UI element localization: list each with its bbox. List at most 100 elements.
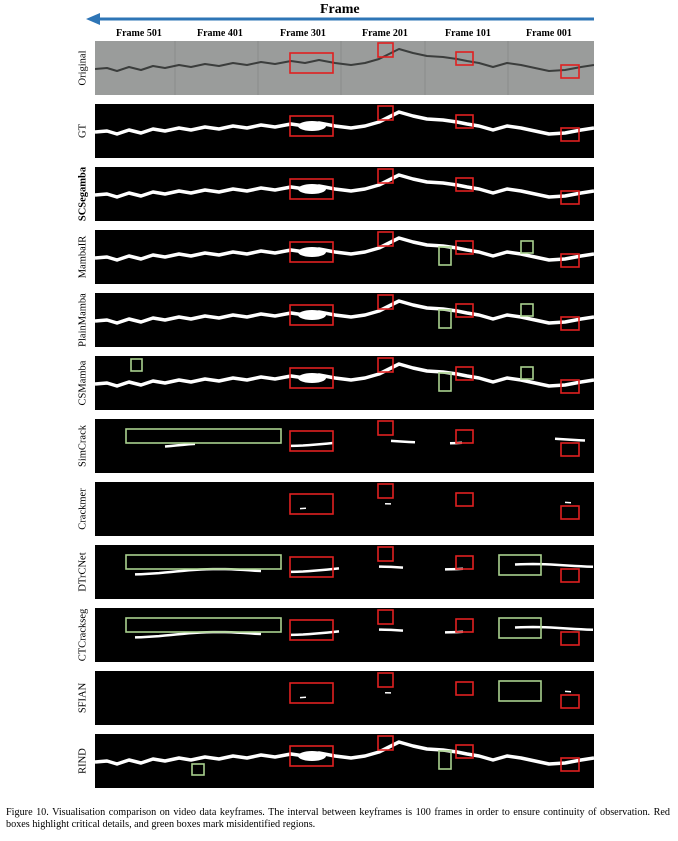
red-highlight-box: [289, 745, 334, 767]
method-name: Original: [77, 50, 89, 86]
green-misidentified-box: [191, 763, 205, 776]
crack-blob: [298, 310, 326, 320]
row-label: Crackmer: [73, 482, 93, 536]
segmentation-mask-strip: [95, 419, 594, 473]
red-highlight-box: [560, 757, 580, 772]
segmentation-mask-strip: [95, 104, 594, 158]
crack-blob: [298, 121, 326, 131]
method-name: CTCrackseg: [77, 608, 89, 662]
red-highlight-box: [377, 420, 394, 436]
green-misidentified-box: [438, 372, 452, 392]
red-highlight-box: [560, 127, 580, 142]
red-highlight-box: [377, 231, 394, 247]
frame-axis: Frame Frame 501 Frame 401 Frame 301 Fram…: [0, 0, 678, 44]
red-highlight-box: [455, 744, 474, 759]
comparison-row: Original: [78, 41, 594, 95]
crack-fragment: [164, 442, 196, 448]
comparison-row: PlainMamba: [78, 293, 594, 347]
frame-label: Frame 401: [197, 28, 243, 39]
crack-fragment: [554, 437, 586, 442]
red-highlight-box: [289, 556, 334, 578]
green-misidentified-box: [125, 428, 282, 444]
red-highlight-box: [289, 304, 334, 326]
method-name: Crackmer: [77, 488, 89, 530]
red-highlight-box: [455, 492, 474, 507]
panel-background: [95, 41, 594, 95]
crack-blob: [298, 751, 326, 761]
red-highlight-box: [289, 367, 334, 389]
red-highlight-box: [455, 618, 474, 633]
comparison-row: CTCrackseg: [78, 608, 594, 662]
crack-blob: [298, 373, 326, 383]
axis-title: Frame: [320, 2, 360, 17]
panel-background: [95, 671, 594, 725]
panel-background: [95, 104, 594, 158]
crack-trace: [95, 299, 594, 325]
red-highlight-box: [289, 115, 334, 137]
green-misidentified-box: [438, 750, 452, 770]
row-label: GT: [73, 104, 93, 158]
red-highlight-box: [560, 64, 580, 79]
frame-direction-arrow-icon: [86, 13, 594, 25]
row-label: SimCrack: [73, 419, 93, 473]
red-highlight-box: [455, 555, 474, 570]
red-highlight-box: [289, 430, 334, 452]
comparison-row: MambaIR: [78, 230, 594, 284]
comparison-row: Crackmer: [78, 482, 594, 536]
method-name: CSMamba: [77, 360, 89, 406]
crack-trace: [95, 48, 594, 72]
segmentation-mask-strip: [95, 608, 594, 662]
red-highlight-box: [377, 294, 394, 310]
crack-fragment: [378, 565, 404, 569]
segmentation-mask-strip: [95, 671, 594, 725]
red-highlight-box: [289, 52, 334, 74]
red-highlight-box: [455, 51, 474, 66]
row-label: RIND: [73, 734, 93, 788]
comparison-row: GT: [78, 104, 594, 158]
red-highlight-box: [455, 240, 474, 255]
crack-fragment: [390, 439, 416, 444]
segmentation-mask-strip: [95, 734, 594, 788]
frame-label: Frame 001: [526, 28, 572, 39]
red-highlight-box: [289, 178, 334, 200]
panel-background: [95, 167, 594, 221]
row-label: DTrCNet: [73, 545, 93, 599]
original-image-strip: [95, 41, 594, 95]
red-highlight-box: [377, 546, 394, 562]
crack-trace: [95, 110, 594, 136]
red-highlight-box: [377, 168, 394, 184]
red-highlight-box: [560, 316, 580, 331]
red-highlight-box: [377, 672, 394, 688]
crack-blob: [298, 184, 326, 194]
frame-label: Frame 201: [362, 28, 408, 39]
comparison-row: SFIAN: [78, 671, 594, 725]
method-name: SCSegamba: [77, 166, 89, 222]
red-highlight-box: [560, 505, 580, 520]
method-name: PlainMamba: [77, 293, 89, 347]
red-highlight-box: [560, 190, 580, 205]
panel-background: [95, 230, 594, 284]
green-misidentified-box: [520, 303, 534, 317]
red-highlight-box: [560, 568, 580, 583]
red-highlight-box: [560, 694, 580, 709]
green-misidentified-box: [498, 554, 542, 576]
red-highlight-box: [560, 631, 580, 646]
red-highlight-box: [455, 366, 474, 381]
crack-fragment: [290, 567, 340, 574]
segmentation-mask-strip: [95, 545, 594, 599]
crack-trace: [95, 362, 594, 388]
row-label: CSMamba: [73, 356, 93, 410]
comparison-row: CSMamba: [78, 356, 594, 410]
red-highlight-box: [377, 105, 394, 121]
comparison-row: SCSegamba: [78, 167, 594, 221]
crack-fragment: [514, 625, 594, 632]
red-highlight-box: [289, 241, 334, 263]
red-highlight-box: [377, 609, 394, 625]
row-label: CTCrackseg: [73, 608, 93, 662]
figure-caption: Figure 10. Visualisation comparison on v…: [6, 807, 670, 831]
green-misidentified-box: [520, 366, 534, 380]
comparison-row: DTrCNet: [78, 545, 594, 599]
green-misidentified-box: [498, 680, 542, 702]
frame-label: Frame 101: [445, 28, 491, 39]
green-misidentified-box: [125, 554, 282, 570]
